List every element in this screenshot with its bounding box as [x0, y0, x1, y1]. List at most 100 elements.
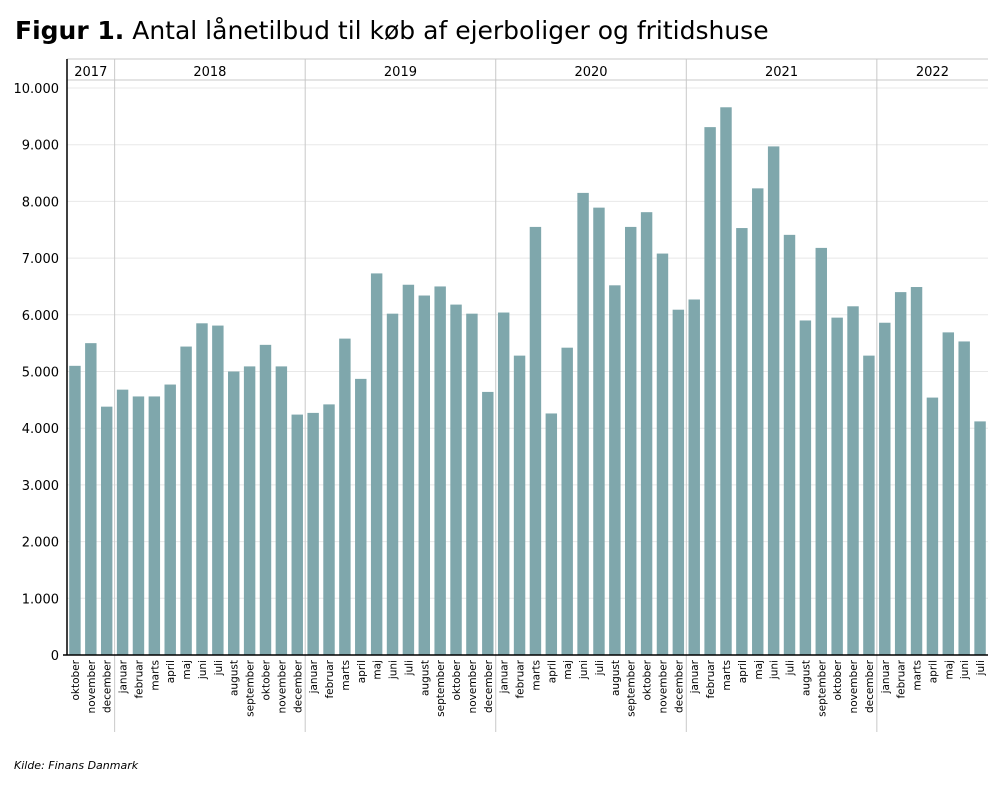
y-tick-label: 4.000 — [22, 422, 59, 437]
x-tick-label: april — [737, 660, 749, 683]
x-tick-label: februar — [133, 659, 145, 698]
bars — [69, 107, 986, 656]
x-tick-label: december — [483, 659, 495, 713]
x-tick-label: august — [610, 660, 622, 696]
year-label: 2021 — [765, 65, 798, 80]
y-tick-label: 1.000 — [22, 592, 59, 607]
bar — [212, 325, 224, 655]
x-tick-label: januar — [308, 659, 320, 694]
y-tick-label: 2.000 — [22, 536, 59, 551]
bar — [577, 192, 589, 655]
x-tick-label: juli — [785, 660, 797, 676]
bar — [704, 127, 716, 656]
bar — [958, 341, 970, 655]
x-tick-label: december — [292, 659, 304, 713]
x-tick-label: juli — [403, 660, 415, 676]
y-tick-label: 7.000 — [22, 252, 59, 267]
y-tick-label: 5.000 — [22, 366, 59, 381]
bar — [561, 347, 573, 655]
bar — [783, 234, 796, 655]
bar — [100, 406, 113, 655]
bar — [624, 226, 637, 656]
x-tick-label: december — [102, 659, 114, 713]
bar — [672, 309, 685, 655]
x-tick-label: februar — [324, 659, 336, 698]
x-tick-label: juli — [594, 660, 606, 676]
x-tick-label: juli — [975, 660, 987, 676]
x-tick-label: december — [673, 659, 685, 713]
x-tick-label: juni — [578, 660, 590, 680]
bar — [593, 207, 605, 655]
bar — [910, 287, 923, 655]
y-tick-label: 3.000 — [22, 479, 59, 494]
bar — [291, 414, 303, 655]
y-tick-label: 8.000 — [22, 195, 59, 210]
bar — [466, 313, 478, 655]
bar — [275, 366, 288, 655]
x-tick-label: oktober — [832, 659, 844, 700]
chart-title: Figur 1. Antal lånetilbud til køb af eje… — [15, 16, 769, 45]
x-tick-label: august — [800, 660, 812, 696]
x-tick-label: januar — [880, 659, 892, 694]
y-tick-labels: 0 1.000 2.000 3.000 4.000 5.000 6.000 7.000 8.00… — [14, 82, 60, 664]
bar — [450, 304, 462, 655]
bar — [418, 295, 431, 655]
year-label: 2022 — [916, 65, 949, 80]
bar — [720, 107, 732, 655]
y-tick-label: 10.000 — [14, 82, 60, 97]
x-tick-label: november — [467, 659, 479, 713]
bar — [259, 344, 272, 655]
x-tick-label: maj — [372, 660, 384, 680]
y-tick-label: 9.000 — [22, 139, 59, 154]
x-tick-label: februar — [515, 659, 527, 698]
bar — [974, 421, 986, 655]
bar — [307, 412, 319, 655]
x-tick-label: februar — [705, 659, 717, 698]
bar — [752, 188, 764, 655]
bar — [69, 365, 81, 655]
bar — [609, 285, 621, 655]
bar — [656, 253, 669, 655]
x-tick-label: september — [816, 659, 828, 717]
year-label: 2019 — [384, 65, 417, 80]
x-tick-label: februar — [896, 659, 908, 698]
bar — [402, 284, 415, 655]
x-tick-label: marts — [340, 660, 352, 691]
bar — [355, 378, 367, 655]
bar — [863, 355, 875, 655]
figure-label: Figur 1. — [15, 16, 125, 45]
x-tick-label: november — [657, 659, 669, 713]
x-tick-label: august — [419, 660, 431, 696]
bar — [736, 228, 748, 655]
x-tick-label: juni — [769, 660, 781, 680]
bar — [148, 396, 161, 655]
bar — [831, 317, 843, 655]
x-tick-label: september — [245, 659, 257, 717]
year-label: 2017 — [74, 65, 107, 80]
year-header: 2017 2018 2019 2020 2021 2022 — [67, 58, 988, 732]
x-tick-label: oktober — [260, 659, 272, 700]
source-note: Kilde: Finans Danmark — [14, 759, 139, 772]
x-tick-label: oktober — [70, 659, 82, 700]
x-tick-label: juli — [213, 660, 225, 676]
bar — [482, 391, 494, 655]
bar — [847, 306, 859, 655]
bar — [228, 371, 240, 655]
bar — [370, 273, 383, 655]
bar — [942, 332, 955, 655]
x-tick-label: juni — [197, 660, 209, 680]
bar — [640, 212, 653, 655]
x-tick-label: januar — [689, 659, 701, 694]
bar — [323, 404, 335, 655]
x-tick-label: oktober — [451, 659, 463, 700]
x-tick-label: maj — [753, 660, 765, 680]
x-tick-label: marts — [912, 660, 924, 691]
x-tick-label: marts — [530, 660, 542, 691]
figure-title-text: Antal lånetilbud til køb af ejerboliger … — [132, 16, 769, 45]
axes — [63, 59, 988, 656]
x-tick-label: september — [435, 659, 447, 717]
bar — [926, 397, 939, 655]
x-tick-label: marts — [721, 660, 733, 691]
bar — [513, 355, 526, 655]
